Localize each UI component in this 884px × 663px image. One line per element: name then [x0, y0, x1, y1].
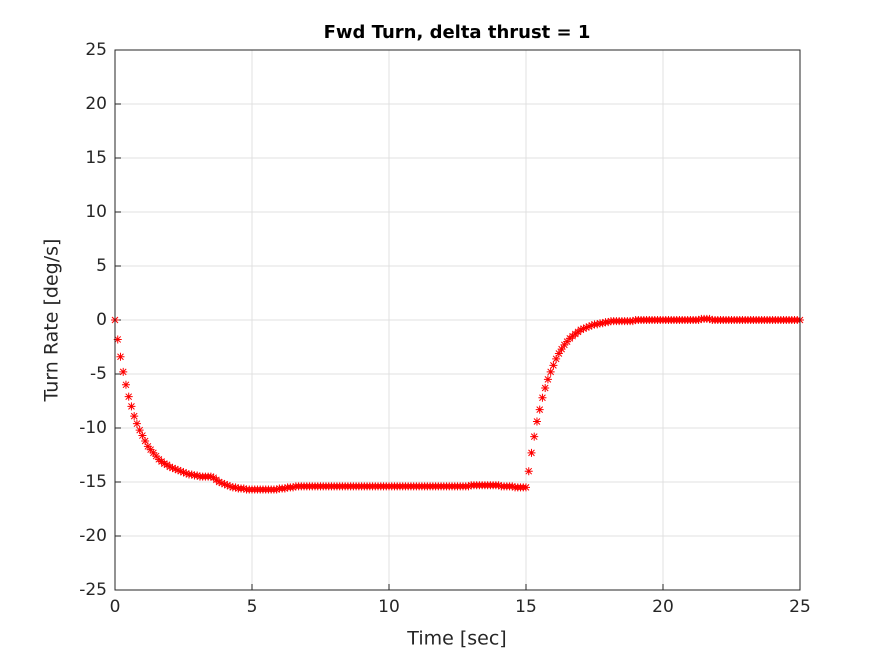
data-point	[508, 482, 517, 491]
markers	[111, 314, 804, 494]
data-point	[280, 484, 289, 493]
y-tick-label: -10	[79, 418, 107, 438]
data-point	[206, 472, 215, 481]
data-point	[121, 380, 130, 389]
y-tick-label: 0	[96, 310, 107, 330]
data-point	[494, 481, 503, 490]
data-point	[628, 317, 637, 326]
data-point	[176, 467, 185, 476]
chart-title: Fwd Turn, delta thrust = 1	[324, 22, 591, 43]
y-tick-label: 25	[85, 40, 107, 60]
data-point	[193, 471, 202, 480]
data-point	[538, 393, 547, 402]
data-point	[604, 318, 613, 327]
data-point	[226, 482, 235, 491]
data-point	[132, 419, 141, 428]
data-point	[524, 467, 533, 476]
data-point	[585, 322, 594, 331]
data-point	[119, 367, 128, 376]
data-point	[217, 479, 226, 488]
data-point	[272, 485, 281, 494]
data-point	[179, 468, 188, 477]
data-point	[165, 462, 174, 471]
x-axis-label: Time [sec]	[406, 628, 506, 650]
data-point	[522, 483, 530, 492]
y-tick-label: 15	[85, 148, 107, 168]
data-point	[543, 375, 552, 384]
data-point	[554, 349, 563, 358]
data-point	[576, 325, 585, 334]
data-point	[705, 314, 714, 323]
data-point	[220, 480, 229, 489]
data-point	[168, 463, 177, 472]
y-tick-label: 5	[96, 256, 107, 276]
data-point	[124, 392, 133, 401]
data-point	[552, 354, 561, 363]
data-point	[113, 335, 122, 344]
data-point	[231, 483, 240, 492]
data-point	[215, 478, 224, 486]
data-point	[239, 484, 248, 493]
x-tick-label: 0	[110, 597, 121, 617]
data-point	[289, 483, 298, 492]
data-point	[598, 319, 607, 328]
y-tick-label: 20	[85, 94, 107, 114]
data-point	[535, 405, 544, 414]
data-point	[187, 470, 196, 479]
data-point	[530, 432, 539, 441]
data-point	[582, 323, 591, 332]
data-point	[579, 324, 588, 333]
data-point	[116, 352, 125, 361]
data-point	[464, 482, 473, 491]
data-point	[527, 448, 536, 457]
x-tick-label: 15	[515, 597, 537, 617]
data-point	[171, 465, 180, 474]
data-point	[593, 320, 602, 329]
data-point	[546, 367, 555, 376]
data-point	[127, 402, 136, 411]
x-tick-label: 25	[789, 597, 811, 617]
data-point	[557, 345, 566, 354]
plot-frame	[114, 49, 801, 591]
data-point	[587, 321, 596, 330]
x-tick-label: 10	[378, 597, 400, 617]
y-tick-label: -15	[79, 472, 107, 492]
data-point	[532, 417, 541, 426]
y-tick-label: -25	[79, 580, 107, 600]
y-tick-label: -20	[79, 526, 107, 546]
data-point	[694, 316, 703, 324]
y-axis-label: Turn Rate [deg/s]	[41, 239, 63, 403]
data-point	[223, 481, 232, 490]
y-tick-label: -5	[90, 364, 107, 384]
data-point	[138, 431, 147, 440]
data-point	[182, 469, 191, 478]
data-point	[541, 384, 550, 393]
data-point	[130, 412, 139, 421]
data-point	[135, 426, 144, 435]
data-point	[160, 459, 169, 468]
x-tick-label: 20	[652, 597, 674, 617]
data-point	[174, 466, 183, 475]
data-point	[141, 436, 150, 445]
data-point	[549, 361, 558, 370]
y-tick-label: 10	[85, 202, 107, 222]
x-tick-label: 5	[247, 597, 258, 617]
